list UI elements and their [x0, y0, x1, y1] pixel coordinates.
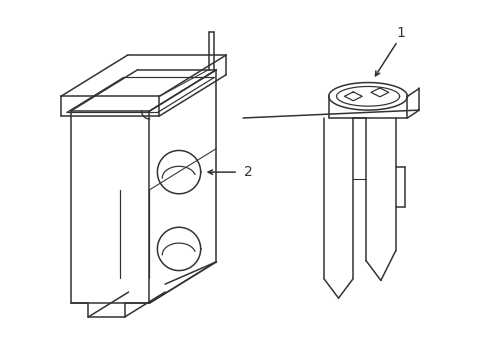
Text: 1: 1 [396, 26, 405, 40]
Text: 2: 2 [244, 165, 252, 179]
